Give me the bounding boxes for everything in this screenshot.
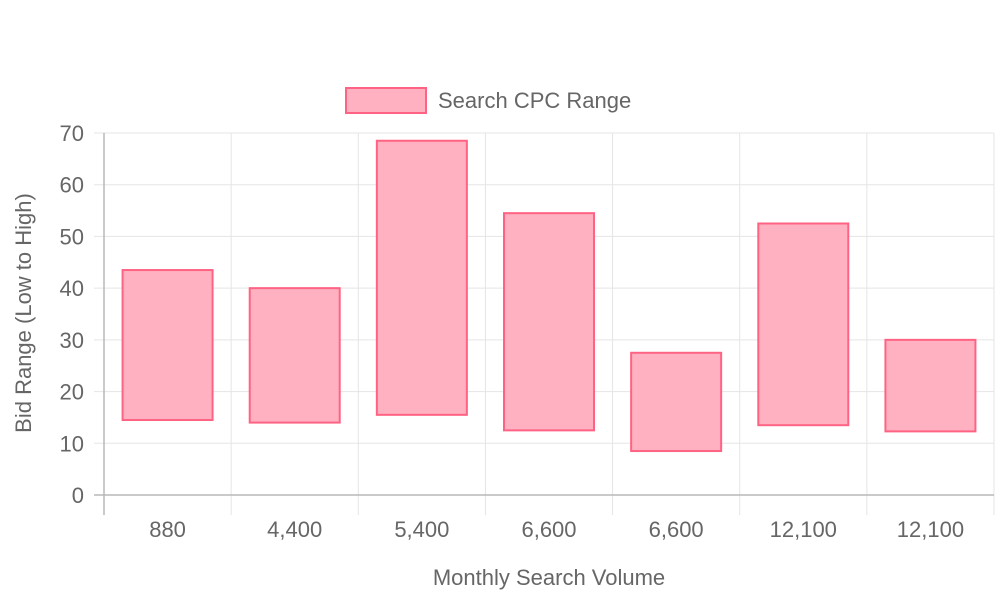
bar-5[interactable] <box>630 351 723 453</box>
bar-1[interactable] <box>121 269 214 422</box>
x-tick-label: 12,100 <box>897 517 964 542</box>
y-tick-label: 50 <box>60 224 84 249</box>
y-tick-label: 30 <box>60 328 84 353</box>
x-tick-label: 6,600 <box>521 517 576 542</box>
y-tick-label: 40 <box>60 276 84 301</box>
bar-7[interactable] <box>884 338 977 433</box>
bars <box>121 139 977 453</box>
x-tick-label: 6,600 <box>649 517 704 542</box>
x-tick-label: 880 <box>149 517 186 542</box>
y-tick-label: 0 <box>72 483 84 508</box>
tick-labels: 0 10 20 30 40 50 60 70 880 4,400 5,400 6,600 6,600 12… <box>60 121 965 542</box>
y-tick-label: 60 <box>60 173 84 198</box>
bar-3[interactable] <box>375 139 468 416</box>
bar-4[interactable] <box>503 212 595 432</box>
legend-label-search-cpc-range[interactable]: Search CPC Range <box>438 88 631 113</box>
y-tick-label: 10 <box>60 431 84 456</box>
legend[interactable]: Search CPC Range <box>345 87 631 114</box>
axes <box>94 133 994 515</box>
legend-swatch-search-cpc-range[interactable] <box>345 87 427 114</box>
x-tick-label: 4,400 <box>267 517 322 542</box>
y-tick-label: 70 <box>60 121 84 146</box>
x-tick-label: 12,100 <box>770 517 837 542</box>
y-axis-title: Bid Range (Low to High) <box>11 193 36 433</box>
y-tick-label: 20 <box>60 380 84 405</box>
x-axis-title: Monthly Search Volume <box>433 565 665 590</box>
x-tick-label: 5,400 <box>394 517 449 542</box>
bar-2[interactable] <box>248 287 341 424</box>
bar-6[interactable] <box>757 222 850 427</box>
